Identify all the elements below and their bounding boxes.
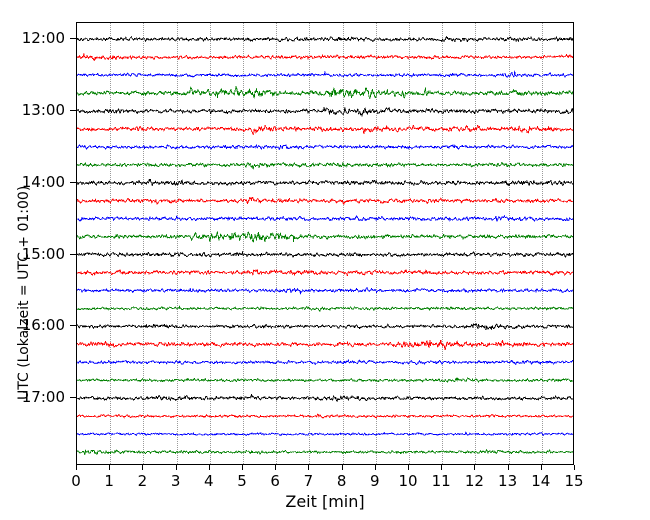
x-tick-mark [541, 465, 542, 470]
gridline-vertical [209, 23, 212, 464]
seismic-trace [77, 196, 573, 205]
x-tick-mark [508, 465, 509, 470]
seismic-trace [77, 36, 573, 43]
gridline-vertical [541, 23, 544, 464]
x-tick-label: 3 [170, 472, 181, 490]
x-tick-label: 2 [137, 472, 148, 490]
seismic-trace [77, 161, 573, 170]
seismic-trace [77, 53, 573, 61]
y-tick-label: 12:00 [21, 29, 65, 48]
y-tick-mark [70, 254, 76, 255]
gridline-vertical [276, 23, 278, 464]
seismic-trace [77, 339, 573, 350]
seismic-trace [77, 106, 573, 117]
seismic-trace [77, 70, 573, 78]
gridline-vertical [309, 23, 311, 464]
seismic-trace [77, 85, 573, 99]
x-tick-label: 8 [336, 472, 347, 490]
x-tick-mark [375, 465, 376, 470]
gridline-vertical [475, 23, 477, 464]
x-tick-mark [76, 465, 77, 470]
plot-area [76, 22, 574, 465]
x-tick-mark [308, 465, 309, 470]
x-tick-mark [142, 465, 143, 470]
seismic-trace [77, 251, 573, 258]
x-tick-mark [275, 465, 276, 470]
seismic-trace [77, 144, 573, 150]
seismic-trace [77, 305, 573, 312]
x-tick-mark [342, 465, 343, 470]
gridline-vertical [508, 23, 511, 464]
x-tick-label: 1 [104, 472, 114, 490]
y-axis-label: UTC (Lokalzeit = UTC + 01:00) [16, 185, 32, 400]
x-tick-label: 15 [564, 472, 584, 490]
gridline-vertical [176, 23, 179, 464]
seismic-trace [77, 215, 573, 222]
seismic-trace [77, 323, 573, 331]
x-tick-label: 12 [464, 472, 484, 490]
x-tick-label: 14 [531, 472, 551, 490]
seismic-trace [77, 431, 573, 436]
seismic-trace [77, 359, 573, 365]
x-tick-mark [574, 465, 575, 470]
gridline-vertical [442, 23, 444, 464]
x-tick-label: 0 [71, 472, 81, 490]
x-tick-label: 7 [303, 472, 314, 490]
gridline-vertical [342, 23, 345, 464]
x-tick-mark [209, 465, 210, 470]
gridline-vertical [375, 23, 378, 464]
seismic-traces [77, 36, 573, 456]
seismic-trace [77, 449, 573, 456]
seismic-trace [77, 178, 573, 187]
y-tick-label: 14:00 [21, 172, 65, 191]
seismic-trace [77, 394, 573, 402]
seismic-trace [77, 231, 573, 243]
y-tick-mark [70, 397, 76, 398]
y-tick-mark [70, 110, 76, 111]
x-tick-label: 10 [398, 472, 418, 490]
x-tick-mark [242, 465, 243, 470]
x-tick-label: 6 [270, 472, 280, 490]
seismic-trace [77, 377, 573, 383]
y-tick-label: 16:00 [21, 316, 65, 335]
x-axis-label: Zeit [min] [285, 492, 365, 511]
seismic-trace [77, 287, 573, 295]
y-tick-label: 15:00 [21, 244, 65, 263]
y-tick-label: 17:00 [21, 388, 65, 407]
gridline-vertical [243, 23, 245, 464]
x-tick-mark [408, 465, 409, 470]
y-tick-label: 13:00 [21, 101, 65, 119]
gridline-vertical [409, 23, 411, 464]
x-tick-label: 5 [237, 472, 247, 490]
y-tick-mark [70, 325, 76, 326]
x-tick-mark [109, 465, 110, 470]
x-tick-mark [441, 465, 442, 470]
x-tick-label: 9 [370, 472, 380, 490]
x-tick-label: 13 [498, 472, 518, 490]
seismic-trace [77, 124, 573, 136]
x-tick-label: 4 [204, 472, 214, 490]
y-tick-mark [70, 38, 76, 39]
x-tick-mark [474, 465, 475, 470]
gridline-vertical [143, 23, 145, 464]
seismic-trace [77, 269, 573, 276]
y-tick-mark [70, 182, 76, 183]
x-tick-label: 11 [431, 472, 451, 490]
seismic-trace [77, 413, 573, 419]
x-tick-mark [176, 465, 177, 470]
gridline-vertical [110, 23, 112, 464]
